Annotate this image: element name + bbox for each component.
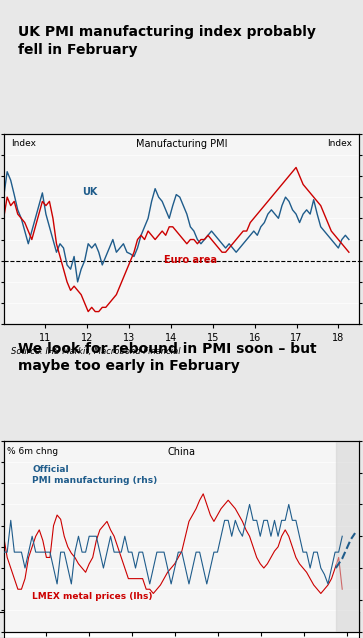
Text: UK: UK [82,186,97,197]
Text: UK PMI manufacturing index probably
fell in February: UK PMI manufacturing index probably fell… [18,26,316,57]
Text: Official
PMI manufacturing (rhs): Official PMI manufacturing (rhs) [32,466,157,485]
Bar [336,441,359,632]
Text: Index: Index [327,139,352,148]
Text: Manufacturing PMI: Manufacturing PMI [136,139,227,149]
Text: % 6m chng: % 6m chng [7,447,58,456]
Text: China: China [167,447,196,457]
Text: Euro area: Euro area [164,255,217,265]
Text: Source: IHS Markit, Macrobond Financial: Source: IHS Markit, Macrobond Financial [11,347,180,356]
Text: We look for rebound in PMI soon – but
maybe too early in February: We look for rebound in PMI soon – but ma… [18,342,317,373]
Text: LMEX metal prices (lhs): LMEX metal prices (lhs) [32,592,152,601]
Text: Index: Index [11,139,36,148]
